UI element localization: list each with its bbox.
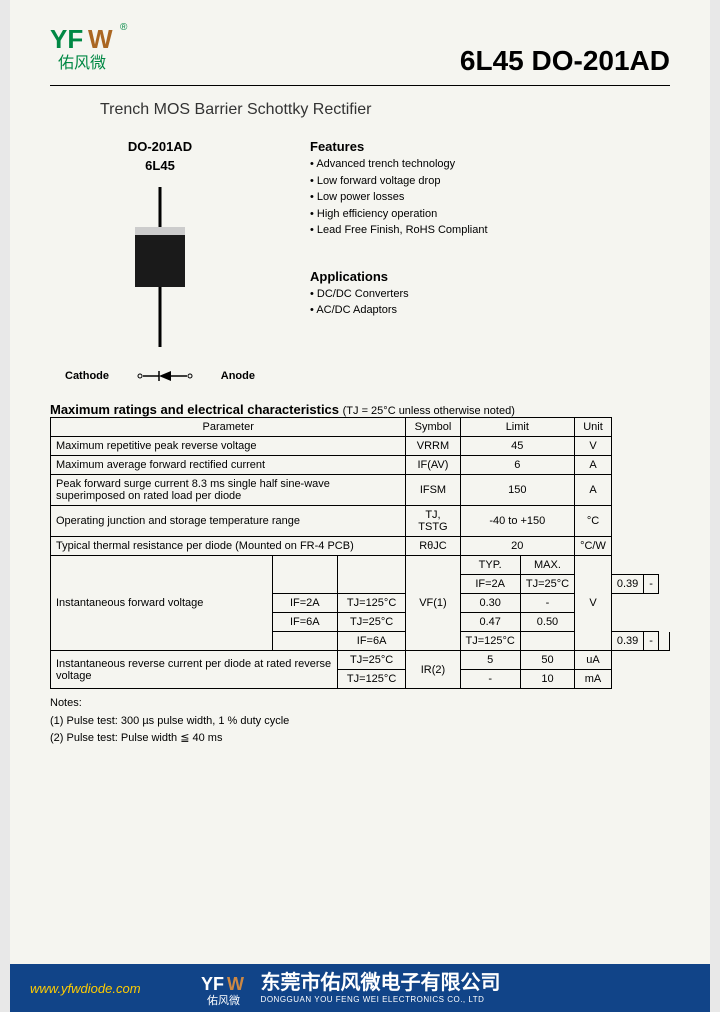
svg-text:佑风微: 佑风微 (58, 54, 106, 72)
diode-symbol-icon (135, 370, 195, 382)
svg-text:YF: YF (201, 974, 224, 994)
title-area: 6L45 DO-201AD (460, 20, 670, 77)
features-list: Advanced trench technology Low forward v… (310, 156, 670, 239)
applications-section: Applications DC/DC Converters AC/DC Adap… (310, 269, 670, 319)
table-caption: Maximum ratings and electrical character… (50, 402, 670, 417)
header: YF W ® 佑风微 6L45 DO-201AD (10, 0, 710, 80)
divider (50, 85, 670, 86)
th-unit: Unit (575, 418, 612, 437)
note-item: (2) Pulse test: Pulse width ≦ 40 ms (50, 730, 670, 748)
features-title: Features (310, 139, 670, 154)
subtitle: Trench MOS Barrier Schottky Rectifier (100, 101, 710, 119)
part-label: 6L45 (50, 158, 270, 173)
th-param: Parameter (51, 418, 406, 437)
th-symbol: Symbol (406, 418, 460, 437)
datasheet-page: YF W ® 佑风微 6L45 DO-201AD Trench MOS Barr… (10, 0, 710, 1012)
applications-title: Applications (310, 269, 670, 284)
company-en: DONGGUAN YOU FENG WEI ELECTRONICS CO., L… (261, 995, 501, 1005)
table-header-row: Parameter Symbol Limit Unit (51, 418, 670, 437)
svg-text:W: W (227, 974, 244, 994)
footer-url: www.yfwdiode.com (30, 981, 141, 996)
feature-item: Low forward voltage drop (310, 173, 670, 190)
info-column: Features Advanced trench technology Low … (310, 139, 670, 382)
application-item: DC/DC Converters (310, 286, 670, 303)
notes-title: Notes: (50, 695, 670, 713)
company-cn: 东莞市佑风微电子有限公司 (261, 971, 501, 995)
feature-item: Advanced trench technology (310, 156, 670, 173)
svg-text:®: ® (120, 22, 128, 33)
diagram-column: DO-201AD 6L45 Cathode Anode (50, 139, 270, 382)
table-subheader: Instantaneous forward voltage VF(1) TYP.… (51, 556, 670, 575)
part-title: 6L45 DO-201AD (460, 45, 670, 77)
table-row: Operating junction and storage temperatu… (51, 506, 670, 537)
footer: www.yfwdiode.com YF W 佑风微 东莞市佑风微电子有限公司 D… (10, 964, 710, 1012)
feature-item: Low power losses (310, 189, 670, 206)
feature-item: High efficiency operation (310, 206, 670, 223)
svg-text:佑风微: 佑风微 (207, 993, 240, 1006)
svg-text:YF: YF (50, 24, 83, 54)
notes: Notes: (1) Pulse test: 300 µs pulse widt… (50, 695, 670, 748)
footer-company: 东莞市佑风微电子有限公司 DONGGUAN YOU FENG WEI ELECT… (261, 971, 501, 1005)
content-row: DO-201AD 6L45 Cathode Anode (10, 119, 710, 402)
table-row: Maximum average forward rectified curren… (51, 456, 670, 475)
pin-labels: Cathode Anode (50, 370, 270, 382)
table-row: Maximum repetitive peak reverse voltage … (51, 437, 670, 456)
table-row: Peak forward surge current 8.3 ms single… (51, 475, 670, 506)
ratings-table: Parameter Symbol Limit Unit Maximum repe… (50, 417, 670, 689)
applications-list: DC/DC Converters AC/DC Adaptors (310, 286, 670, 319)
feature-item: Lead Free Finish, RoHS Compliant (310, 222, 670, 239)
logo: YF W ® 佑风微 (50, 20, 140, 80)
cathode-label: Cathode (65, 370, 109, 382)
anode-label: Anode (221, 370, 255, 382)
footer-logo: YF W 佑风微 (201, 970, 251, 1006)
svg-text:W: W (88, 24, 113, 54)
note-item: (1) Pulse test: 300 µs pulse width, 1 % … (50, 713, 670, 731)
table-row: Instantaneous reverse current per diode … (51, 651, 670, 670)
table-section: Maximum ratings and electrical character… (10, 402, 710, 748)
package-label: DO-201AD (50, 139, 270, 154)
table-row: Typical thermal resistance per diode (Mo… (51, 537, 670, 556)
th-limit: Limit (460, 418, 575, 437)
diode-package-icon (110, 187, 210, 347)
application-item: AC/DC Adaptors (310, 302, 670, 319)
